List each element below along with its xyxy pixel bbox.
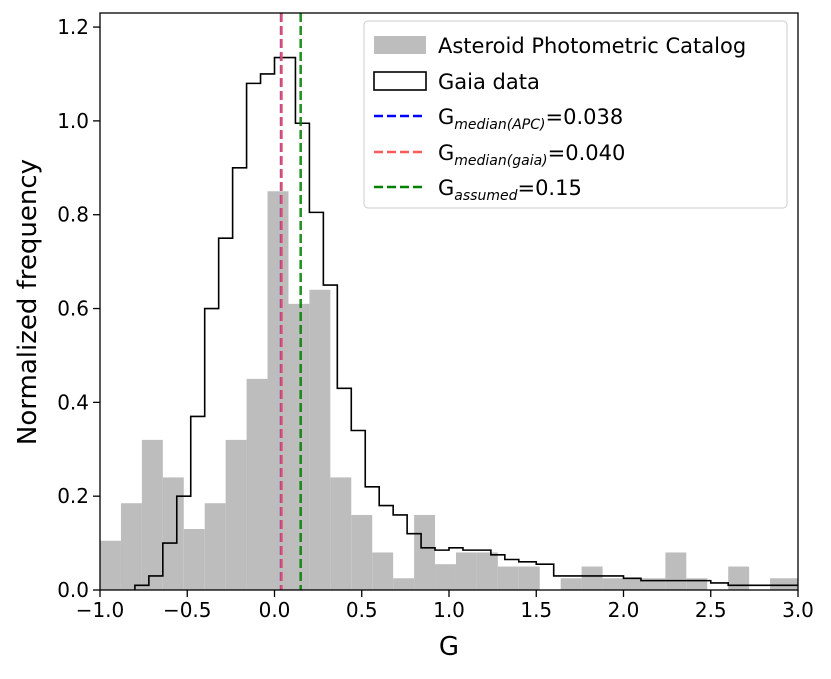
apc-bar [414, 514, 436, 590]
apc-bar [100, 540, 121, 590]
apc-bar [728, 566, 750, 590]
y-tick-label: 0.0 [57, 578, 89, 602]
apc-bar [225, 439, 247, 590]
apc-bar [330, 477, 352, 590]
legend-swatch-apc [374, 36, 426, 54]
apc-bar [288, 303, 310, 590]
apc-bar [141, 439, 163, 590]
apc-bar [162, 477, 184, 590]
apc-bar [518, 566, 540, 590]
x-tick-label: −0.5 [163, 598, 212, 622]
apc-bar [497, 566, 519, 590]
legend-label: Asteroid Photometric Catalog [438, 34, 746, 58]
y-tick-label: 0.2 [57, 484, 89, 508]
y-tick-label: 0.6 [57, 297, 89, 321]
apc-bar [602, 578, 624, 590]
apc-bar [644, 578, 666, 590]
apc-bar [351, 514, 373, 590]
x-axis-ticks: −1.0 −0.5 0.0 0.5 1.0 1.5 2.0 2.5 3.0 [76, 590, 814, 622]
apc-bar [476, 552, 498, 590]
legend: Asteroid Photometric Catalog Gaia data Gme… [363, 20, 788, 209]
y-axis-label: Normalized frequency [13, 159, 43, 445]
legend-label: Gmedian(APC)=0.038 [438, 105, 623, 133]
legend-swatch-gaia [373, 71, 427, 91]
median-lines [279, 13, 302, 590]
x-tick-label: 1.0 [433, 598, 465, 622]
apc-bar [770, 578, 798, 590]
gaia-step-line [134, 56, 798, 590]
apc-bar [372, 552, 394, 590]
apc-bar [309, 289, 331, 590]
legend-label: Gmedian(gaia)=0.040 [438, 141, 625, 169]
x-axis-label: G [439, 632, 459, 662]
apc-bar [665, 552, 687, 590]
apc-bar [204, 503, 226, 590]
x-tick-label: 1.5 [520, 598, 552, 622]
apc-bar [560, 578, 582, 590]
apc-bar [246, 378, 268, 590]
gaia-step-outline [134, 56, 798, 590]
apc-bar [623, 578, 645, 590]
apc-bar [435, 564, 456, 590]
apc-bar [267, 191, 289, 590]
y-tick-label: 1.2 [57, 15, 89, 39]
x-tick-label: 2.5 [695, 598, 727, 622]
x-tick-label: 2.0 [608, 598, 640, 622]
x-tick-label: 0.0 [259, 598, 291, 622]
apc-bar [183, 529, 205, 590]
legend-label: Gaia data [438, 70, 540, 94]
x-tick-label: −1.0 [76, 598, 125, 622]
apc-bar [581, 566, 603, 590]
apc-bar [686, 578, 708, 590]
y-tick-label: 1.0 [57, 109, 89, 133]
x-tick-label: 0.5 [346, 598, 378, 622]
apc-bar [120, 503, 142, 590]
x-tick-label: 3.0 [782, 598, 814, 622]
y-axis-ticks: 0.0 0.2 0.4 0.6 0.8 1.0 1.2 [57, 15, 100, 602]
legend-label: Gassumed=0.15 [438, 176, 582, 204]
legend-box [363, 20, 788, 209]
apc-bar [455, 552, 477, 590]
apc-bar [393, 578, 415, 590]
y-tick-label: 0.4 [57, 390, 89, 414]
y-tick-label: 0.8 [57, 203, 89, 227]
